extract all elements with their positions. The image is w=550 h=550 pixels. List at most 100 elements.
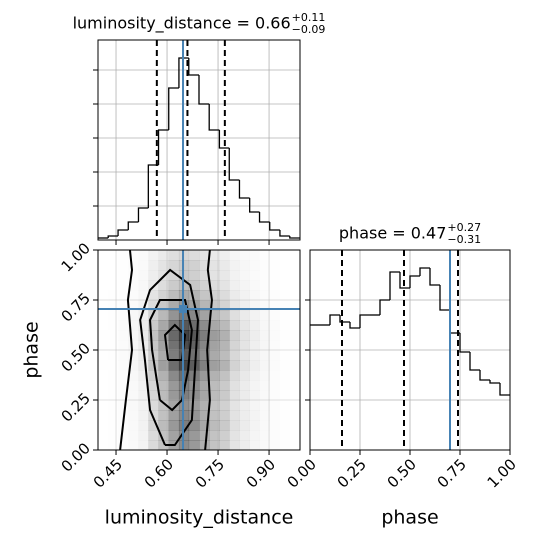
density-cell — [280, 270, 290, 280]
density-cell — [270, 360, 281, 370]
density-cell — [158, 370, 170, 381]
title-upper: +0.11 — [292, 11, 326, 24]
histogram-step — [459, 333, 470, 353]
density-cell — [260, 270, 271, 280]
density-cell — [118, 260, 129, 270]
density-cell — [280, 430, 290, 440]
density-cell — [108, 350, 118, 360]
density-cell — [188, 260, 200, 271]
density-cell — [98, 410, 109, 420]
x-axis-label: luminosity_distance — [105, 507, 294, 529]
density-cell — [98, 330, 109, 340]
density-cell — [168, 360, 180, 371]
density-cell — [229, 390, 240, 401]
density-cell — [209, 360, 220, 371]
histogram-step — [168, 87, 179, 130]
density-cell — [280, 320, 290, 330]
density-cell — [270, 310, 281, 320]
density-cell — [138, 320, 149, 331]
density-cell — [108, 410, 118, 420]
density-cell — [108, 320, 118, 330]
density-cell — [128, 400, 139, 410]
density-cell — [250, 270, 260, 280]
density-cell — [199, 440, 210, 451]
density-cell — [270, 420, 281, 430]
density-cell — [178, 390, 190, 401]
histogram-step — [228, 148, 240, 181]
density-cell — [108, 280, 118, 290]
density-cell — [239, 420, 250, 431]
density-cell — [209, 420, 220, 431]
density-cell — [158, 410, 170, 421]
density-cell — [239, 400, 250, 411]
density-cell — [108, 290, 118, 300]
density-cell — [270, 330, 281, 340]
panel-frame — [97, 39, 301, 241]
density-cell — [118, 270, 129, 280]
density-cell — [128, 340, 139, 350]
density-cell — [158, 390, 170, 401]
density-cell — [118, 250, 129, 260]
density-cell — [280, 420, 290, 430]
density-cell — [188, 290, 200, 301]
density-cell — [219, 420, 230, 431]
density-cell — [219, 250, 230, 261]
density-cell — [178, 310, 190, 321]
density-cell — [280, 260, 290, 270]
density-cell — [138, 330, 149, 341]
density-cell — [168, 430, 180, 441]
density-cell — [158, 360, 170, 371]
density-cell — [290, 290, 301, 300]
density-cell — [209, 330, 220, 341]
density-cell — [148, 270, 159, 281]
density-cell — [270, 350, 281, 360]
title-lower: −0.09 — [292, 23, 326, 36]
y-axis-label: phase — [21, 321, 43, 378]
density-cell — [249, 350, 260, 361]
density-cell — [260, 320, 271, 330]
density-cell — [138, 250, 148, 260]
density-cell — [138, 370, 149, 381]
density-cell — [209, 390, 220, 401]
density-cell — [98, 260, 109, 270]
density-cell — [280, 400, 290, 410]
density-cell — [168, 250, 180, 261]
density-cell — [270, 280, 281, 290]
histogram-step — [238, 180, 250, 199]
density-cell — [158, 310, 170, 321]
density-cell — [128, 350, 139, 360]
histogram-step — [198, 75, 210, 105]
density-cell — [239, 280, 250, 290]
density-cell — [168, 270, 180, 281]
density-cell — [98, 420, 109, 430]
density-cell — [118, 280, 129, 290]
density-cell — [108, 430, 118, 440]
density-cell — [280, 310, 290, 320]
density-cell — [239, 330, 250, 341]
density-cell — [199, 290, 210, 301]
density-cell — [188, 310, 200, 321]
density-cell — [158, 300, 170, 311]
density-cell — [158, 420, 170, 431]
density-cell — [260, 280, 271, 290]
histogram-step — [188, 58, 199, 76]
density-cell — [270, 320, 281, 330]
density-cell — [239, 430, 250, 441]
density-cell — [128, 380, 139, 390]
density-cell — [290, 420, 301, 430]
truth-point — [179, 305, 188, 313]
density-cell — [158, 400, 170, 411]
contour — [139, 268, 199, 446]
density-cell — [178, 360, 190, 371]
density-cell — [229, 280, 240, 291]
density-cell — [168, 300, 180, 311]
density-cell — [199, 380, 210, 391]
density-cell — [199, 320, 210, 331]
histogram-step — [419, 267, 430, 276]
density-cell — [128, 260, 139, 270]
density-cell — [148, 370, 159, 381]
density-cell — [219, 360, 230, 371]
density-cell — [229, 380, 240, 391]
density-cell — [290, 280, 301, 290]
contour — [163, 323, 187, 361]
